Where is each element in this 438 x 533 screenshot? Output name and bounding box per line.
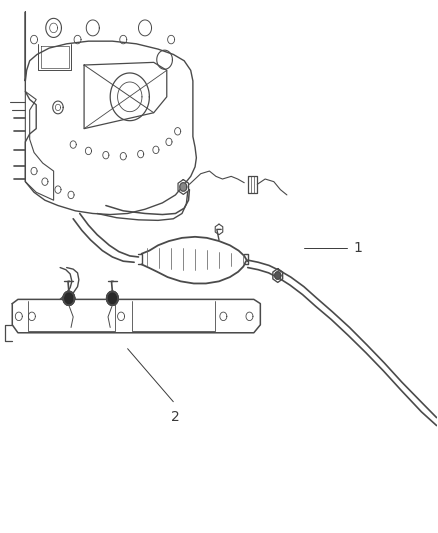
Text: 1: 1: [354, 241, 363, 255]
Polygon shape: [180, 183, 187, 191]
Polygon shape: [63, 292, 74, 305]
Polygon shape: [275, 272, 281, 279]
Text: 2: 2: [171, 410, 180, 424]
Polygon shape: [107, 292, 118, 305]
